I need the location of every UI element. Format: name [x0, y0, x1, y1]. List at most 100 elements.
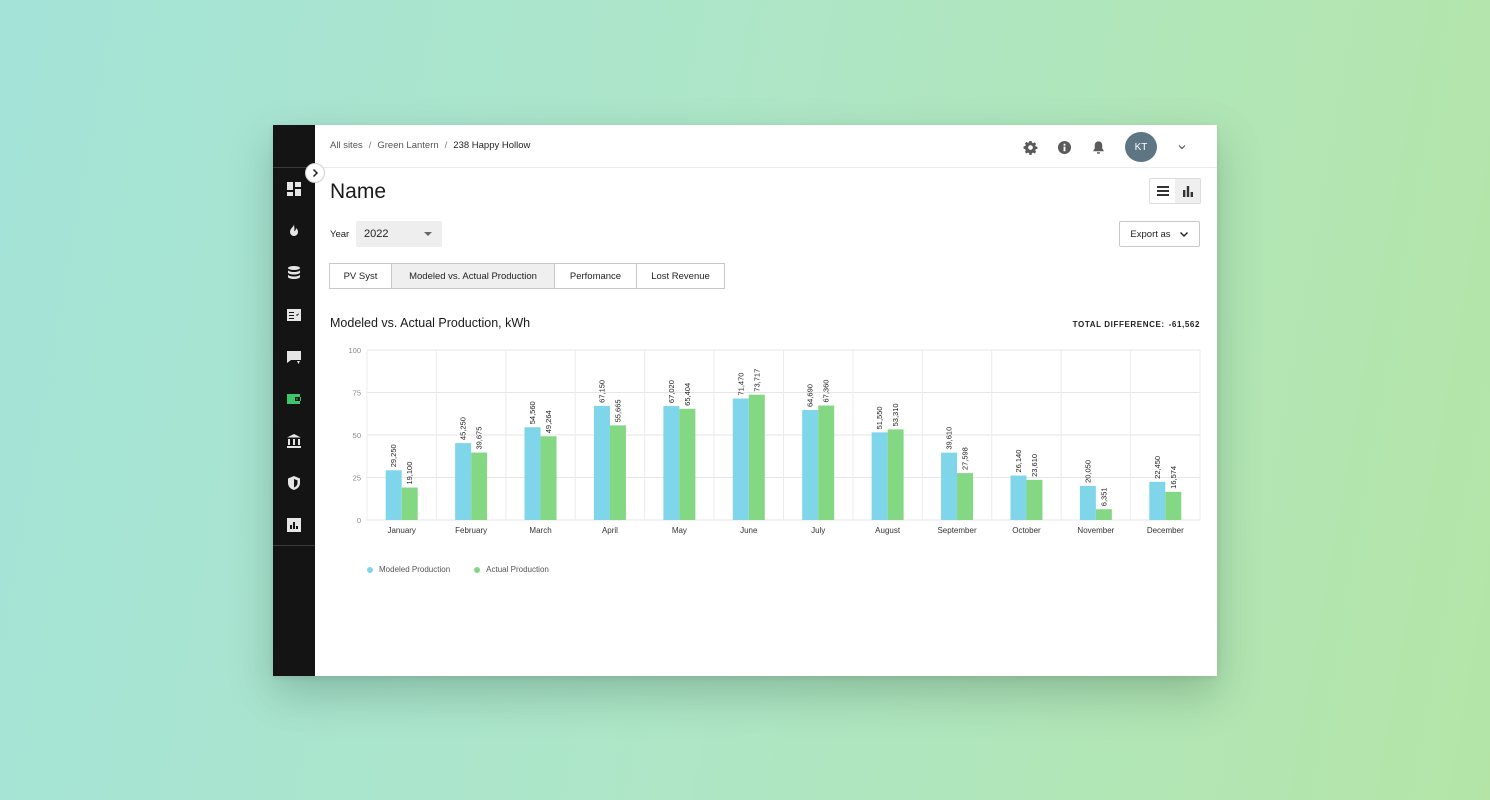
breadcrumb-separator: /	[444, 140, 448, 151]
x-tick-label: June	[740, 526, 758, 535]
legend-item-modeled: Modeled Production	[367, 565, 450, 574]
bar-modeled[interactable]	[941, 452, 958, 520]
chat-alert-icon[interactable]	[285, 348, 303, 366]
bar-actual[interactable]	[609, 425, 626, 520]
bell-icon[interactable]	[1089, 138, 1107, 156]
list-view-button[interactable]	[1150, 179, 1175, 203]
data-label: 45,250	[459, 417, 468, 440]
breadcrumb: All sites / Green Lantern / 238 Happy Ho…	[330, 140, 530, 151]
bar-modeled[interactable]	[385, 470, 402, 520]
data-label: 23,610	[1030, 454, 1039, 477]
breadcrumb-item-all-sites[interactable]: All sites	[330, 140, 363, 151]
sidebar-expand-button[interactable]	[305, 163, 325, 183]
total-difference-label: TOTAL DIFFERENCE:	[1072, 320, 1165, 329]
chevron-down-icon[interactable]	[1173, 138, 1191, 156]
bar-actual[interactable]	[471, 452, 488, 520]
export-button[interactable]: Export as	[1119, 221, 1200, 247]
data-label: 26,140	[1014, 450, 1023, 473]
bar-modeled[interactable]	[593, 405, 610, 520]
bar-actual[interactable]	[540, 436, 557, 520]
x-tick-label: April	[602, 526, 618, 535]
data-label: 67,150	[597, 380, 606, 403]
tab-modeled-vs-actual[interactable]: Modeled vs. Actual Production	[391, 263, 555, 289]
fire-icon[interactable]	[285, 222, 303, 240]
data-label: 19,100	[405, 462, 414, 485]
topbar: All sites / Green Lantern / 238 Happy Ho…	[315, 125, 1217, 168]
bar-actual[interactable]	[679, 408, 696, 520]
bar-modeled[interactable]	[802, 410, 819, 520]
bar-modeled[interactable]	[1149, 481, 1166, 520]
bar-actual[interactable]	[1026, 479, 1043, 520]
data-label: 22,450	[1153, 456, 1162, 479]
view-toggle	[1149, 178, 1201, 204]
bar-modeled[interactable]	[732, 398, 749, 520]
data-label: 6,351	[1099, 487, 1108, 506]
x-tick-label: August	[875, 526, 901, 535]
data-label: 73,717	[752, 369, 761, 392]
year-select[interactable]: 2022	[356, 221, 442, 247]
bar-actual[interactable]	[1095, 509, 1112, 520]
bar-actual[interactable]	[748, 394, 765, 520]
sidebar-divider	[273, 167, 315, 168]
database-icon[interactable]	[285, 264, 303, 282]
chart-view-button[interactable]	[1175, 179, 1200, 203]
bar-actual[interactable]	[957, 473, 974, 520]
data-label: 16,574	[1169, 466, 1178, 489]
bar-actual[interactable]	[887, 429, 904, 520]
checklist-icon[interactable]	[285, 306, 303, 324]
wallet-icon[interactable]	[285, 390, 303, 408]
x-tick-label: March	[529, 526, 551, 535]
shield-icon[interactable]	[285, 474, 303, 492]
tab-pv-syst[interactable]: PV Syst	[329, 263, 392, 289]
bar-modeled[interactable]	[663, 406, 680, 520]
total-difference-value: -61,562	[1168, 320, 1200, 329]
bar-modeled[interactable]	[871, 432, 888, 520]
bank-icon[interactable]	[285, 432, 303, 450]
legend-dot-actual	[474, 566, 481, 573]
legend-item-actual: Actual Production	[474, 565, 549, 574]
page-title: Name	[330, 180, 387, 203]
avatar[interactable]: KT	[1125, 132, 1157, 162]
x-tick-label: November	[1077, 526, 1114, 535]
chart-title: Modeled vs. Actual Production, kWh	[330, 316, 531, 330]
x-tick-label: July	[811, 526, 825, 535]
export-button-label: Export as	[1130, 228, 1171, 240]
bar-chart-icon	[1182, 186, 1193, 197]
data-label: 51,550	[875, 406, 884, 429]
y-tick-label: 75	[353, 389, 361, 398]
chart-legend: Modeled Production Actual Production	[367, 565, 549, 574]
data-label: 67,360	[822, 380, 831, 403]
chevron-right-icon	[312, 168, 319, 178]
bar-actual[interactable]	[1165, 491, 1182, 520]
gear-icon[interactable]	[1021, 138, 1039, 156]
data-label: 49,264	[544, 410, 553, 433]
bar-actual[interactable]	[818, 405, 835, 520]
x-tick-label: September	[937, 526, 976, 535]
x-tick-label: October	[1012, 526, 1041, 535]
report-icon[interactable]	[285, 516, 303, 534]
bar-modeled[interactable]	[1010, 475, 1027, 520]
breadcrumb-separator: /	[368, 140, 372, 151]
data-label: 64,690	[806, 384, 815, 407]
bar-actual[interactable]	[401, 487, 418, 520]
app-window: All sites / Green Lantern / 238 Happy Ho…	[273, 125, 1217, 676]
data-label: 67,020	[667, 380, 676, 403]
bar-modeled[interactable]	[524, 427, 541, 520]
tab-performance[interactable]: Perfomance	[554, 263, 637, 289]
data-label: 39,675	[475, 427, 484, 450]
bar-modeled[interactable]	[455, 443, 472, 520]
data-label: 54,560	[528, 401, 537, 424]
data-label: 20,050	[1083, 460, 1092, 483]
legend-dot-modeled	[367, 566, 373, 573]
tab-lost-revenue[interactable]: Lost Revenue	[636, 263, 725, 289]
breadcrumb-item-green-lantern[interactable]: Green Lantern	[377, 140, 439, 151]
data-label: 39,610	[945, 427, 954, 450]
info-icon[interactable]	[1055, 138, 1073, 156]
dashboard-icon[interactable]	[285, 180, 303, 198]
data-label: 71,470	[736, 373, 745, 396]
bar-modeled[interactable]	[1079, 485, 1096, 520]
x-tick-label: January	[387, 526, 415, 535]
y-tick-label: 0	[357, 516, 361, 525]
total-difference: TOTAL DIFFERENCE: -61,562	[1073, 320, 1200, 329]
legend-label-actual: Actual Production	[486, 565, 549, 574]
